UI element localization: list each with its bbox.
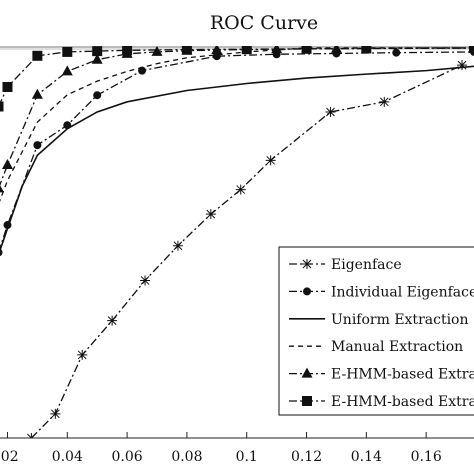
- data-point-triangle: [330, 46, 342, 53]
- data-point-square: [92, 46, 103, 57]
- legend-entry: Individual Eigenface: [289, 284, 474, 300]
- legend-marker-triangle: [301, 367, 313, 378]
- data-point-square: [2, 82, 13, 92]
- data-point-triangle: [1, 159, 13, 169]
- data-point-star: [107, 315, 118, 326]
- data-point-star: [457, 60, 468, 71]
- legend-label: E-HMM-based Extraction: [331, 394, 474, 410]
- series-line-4: [0, 47, 474, 202]
- data-point-square: [181, 46, 192, 55]
- legend-label: Individual Eigenface: [331, 284, 474, 300]
- x-tick-label: 0.08: [171, 449, 202, 465]
- legend-entry: Manual Extraction: [289, 339, 463, 355]
- x-tick-label: 0.14: [351, 449, 382, 465]
- series-line-2: [0, 51, 474, 250]
- legend: Eigenface Individual Eigenface Uniform Ext…: [278, 246, 474, 416]
- data-point-star: [77, 349, 88, 360]
- series-4: [0, 47, 474, 202]
- legend-entry: Uniform Extraction: [289, 312, 469, 328]
- data-point-triangle: [91, 53, 103, 64]
- legend-marker-square: [302, 396, 312, 406]
- series-2: [0, 47, 474, 257]
- data-point-square: [32, 50, 43, 61]
- legend-label: E-HMM-based Extraction: [331, 367, 474, 383]
- data-point-star: [50, 408, 61, 419]
- data-point-star: [205, 209, 216, 220]
- series-5: [0, 46, 474, 193]
- legend-box: [278, 246, 474, 416]
- series-1: [26, 60, 468, 438]
- series-6: [0, 46, 474, 112]
- data-point-square: [0, 101, 4, 112]
- x-tick-label: 0.06: [112, 449, 143, 465]
- data-point-square: [122, 46, 133, 56]
- data-point-triangle: [61, 65, 73, 76]
- data-point-circle: [93, 91, 102, 100]
- data-point-square: [241, 46, 252, 55]
- x-axis-ticks: .02 0.04 0.06 0.08 0.1 0.12 0.14 0.16: [0, 432, 442, 465]
- x-tick-label: 0.12: [291, 449, 322, 465]
- series-layer: [0, 46, 474, 438]
- data-point-square: [62, 46, 73, 57]
- x-tick-label: 0.1: [236, 449, 258, 465]
- series-line-1: [30, 64, 463, 438]
- data-point-star: [265, 155, 276, 166]
- series-3: [0, 65, 474, 253]
- x-tick-label: 0.04: [52, 449, 83, 465]
- chart-title: ROC Curve: [210, 12, 318, 34]
- legend-label: Uniform Extraction: [331, 312, 469, 328]
- legend-entry: E-HMM-based Extraction: [289, 367, 474, 383]
- data-point-square: [301, 46, 312, 54]
- data-point-star: [325, 106, 336, 117]
- series-line-5: [0, 47, 474, 187]
- data-point-star: [172, 240, 183, 251]
- legend-label: Eigenface: [331, 257, 402, 273]
- legend-marker-star: [302, 259, 312, 269]
- legend-entry: Eigenface: [289, 257, 402, 273]
- x-tick-label: 0.16: [411, 449, 442, 465]
- data-point-circle: [33, 141, 42, 150]
- data-point-triangle: [0, 185, 5, 193]
- data-point-triangle: [31, 88, 43, 99]
- legend-entry: E-HMM-based Extraction: [289, 394, 474, 410]
- data-point-star: [140, 275, 151, 286]
- legend-label: Manual Extraction: [331, 339, 463, 355]
- data-point-square: [469, 46, 474, 53]
- legend-marker-circle: [303, 287, 311, 296]
- data-point-triangle: [151, 46, 163, 56]
- x-tick-label: .02: [0, 449, 19, 465]
- data-point-square: [361, 46, 372, 54]
- data-point-star: [379, 96, 390, 107]
- data-point-star: [235, 184, 246, 195]
- series-line-3: [0, 65, 474, 253]
- data-point-triangle: [271, 46, 283, 54]
- data-point-circle: [392, 48, 401, 57]
- series-line-6: [0, 47, 474, 105]
